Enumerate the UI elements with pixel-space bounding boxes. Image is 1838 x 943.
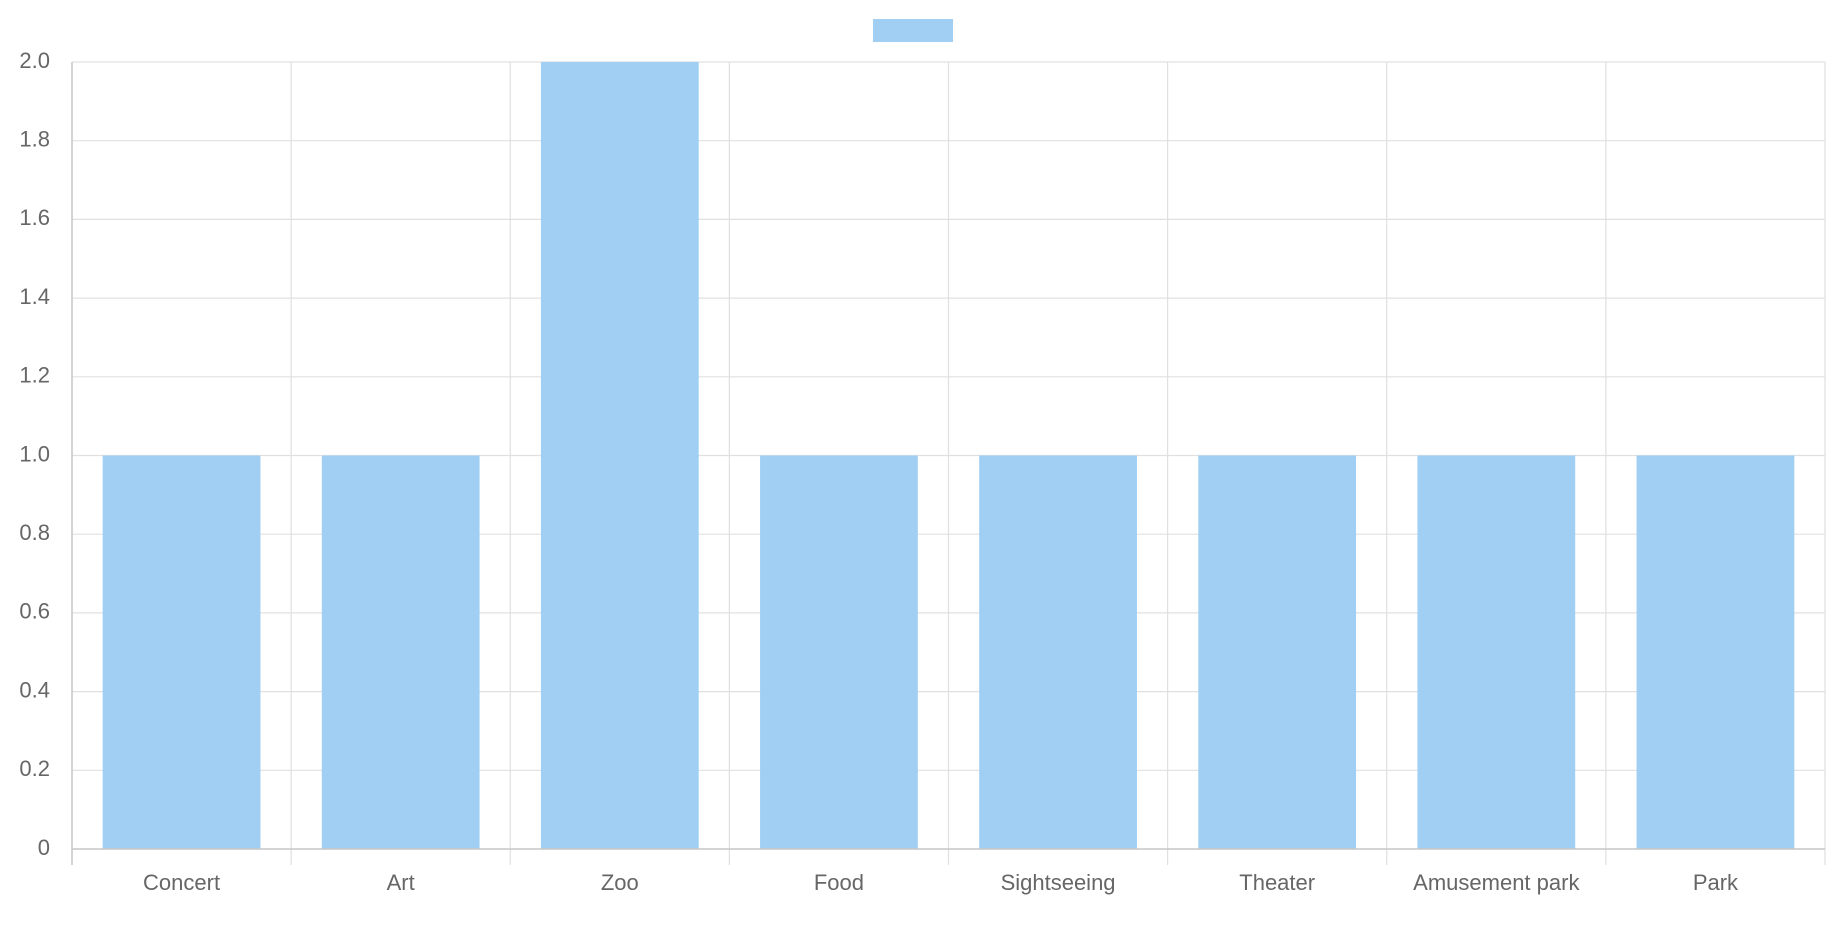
x-tick-label: Sightseeing: [1001, 870, 1116, 895]
x-tick-label: Art: [387, 870, 415, 895]
y-tick-label: 0: [38, 835, 50, 860]
y-tick-label: 0.2: [19, 756, 50, 781]
y-tick-label: 2.0: [19, 48, 50, 73]
x-tick-label: Concert: [143, 870, 220, 895]
x-tick-label: Food: [814, 870, 864, 895]
y-tick-label: 1.8: [19, 127, 50, 152]
y-tick-label: 1.4: [19, 284, 50, 309]
x-tick-label: Zoo: [601, 870, 639, 895]
x-tick-label: Theater: [1239, 870, 1315, 895]
bar: [979, 455, 1137, 849]
bar: [760, 455, 918, 849]
x-tick-label: Amusement park: [1413, 870, 1580, 895]
y-tick-label: 0.6: [19, 599, 50, 624]
y-tick-label: 1.6: [19, 205, 50, 230]
legend-swatch[interactable]: [873, 19, 953, 42]
bar: [1198, 455, 1357, 849]
bar: [1417, 455, 1576, 849]
y-tick-label: 1.0: [19, 441, 50, 466]
y-tick-label: 0.8: [19, 520, 50, 545]
y-tick-label: 1.2: [19, 363, 50, 388]
bar: [102, 455, 261, 849]
bar: [321, 455, 480, 849]
bar: [540, 62, 699, 849]
x-tick-label: Park: [1693, 870, 1739, 895]
bar: [1636, 455, 1795, 849]
y-tick-label: 0.4: [19, 677, 50, 702]
